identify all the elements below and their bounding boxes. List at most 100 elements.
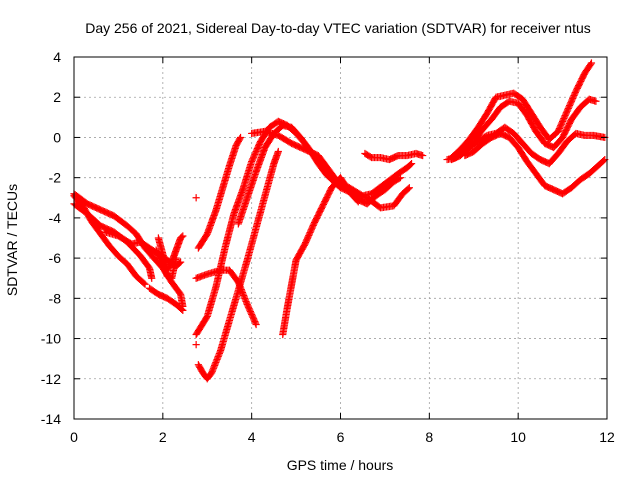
y-tick-label: 0 — [53, 129, 61, 145]
x-tick-label: 0 — [70, 429, 78, 445]
x-tick-label: 6 — [337, 429, 345, 445]
x-axis-tick-labels: 0 2 4 6 8 10 12 — [70, 429, 615, 445]
data-point-marker — [310, 150, 318, 158]
y-tick-label: -4 — [49, 210, 62, 226]
data-point-marker — [579, 72, 588, 80]
series-track-1 — [70, 190, 187, 310]
data-point-marker — [309, 149, 317, 157]
data-point-marker — [319, 202, 327, 210]
data-point-marker — [107, 211, 115, 219]
data-point-marker — [301, 145, 309, 154]
data-point-marker — [592, 97, 600, 105]
data-point-marker — [178, 233, 186, 241]
data-point-marker — [90, 203, 98, 211]
series-track-8 — [192, 194, 200, 202]
data-point-marker — [573, 84, 581, 93]
data-point-marker — [306, 148, 314, 156]
data-point-marker — [274, 147, 282, 156]
x-tick-label: 8 — [425, 429, 433, 445]
data-point-marker — [319, 200, 328, 209]
data-point-marker — [323, 192, 332, 200]
y-tick-label: -12 — [41, 371, 61, 387]
series-track-16 — [279, 174, 362, 339]
data-point-marker — [99, 223, 107, 231]
data-point-marker — [304, 147, 312, 155]
data-point-marker — [85, 200, 93, 209]
data-point-marker — [561, 129, 569, 137]
data-point-marker — [564, 122, 572, 130]
data-point-marker — [202, 314, 211, 322]
data-point-marker — [97, 206, 105, 214]
data-point-marker — [172, 254, 180, 262]
data-point-marker — [145, 263, 153, 271]
y-tick-label: -10 — [41, 331, 61, 347]
data-point-marker — [575, 82, 583, 90]
data-point-marker — [325, 188, 334, 196]
y-tick-label: -2 — [49, 170, 62, 186]
data-point-marker — [577, 76, 585, 84]
data-point-marker — [321, 198, 329, 206]
chart-title: Day 256 of 2021, Sidereal Day-to-day VTE… — [85, 20, 591, 36]
data-point-marker — [252, 320, 260, 329]
y-tick-label: -14 — [41, 411, 61, 427]
series-track-17 — [361, 149, 427, 164]
data-point-marker — [316, 207, 324, 215]
data-point-marker — [559, 132, 567, 140]
data-point-marker — [317, 206, 325, 214]
data-point-marker — [572, 86, 581, 94]
y-tick-label: 4 — [53, 49, 61, 65]
data-point-marker — [312, 216, 320, 224]
y-axis-tick-labels: -14 -12 -10 -8 -6 -4 -2 0 2 4 — [41, 49, 61, 427]
data-point-marker — [308, 148, 316, 157]
data-point-marker — [192, 194, 200, 202]
data-point-marker — [192, 340, 200, 349]
data-point-marker — [300, 145, 308, 153]
data-point-marker — [562, 126, 570, 135]
series-track-14 — [234, 121, 405, 228]
data-point-marker — [89, 202, 97, 210]
data-point-marker — [404, 185, 412, 193]
data-series-layer — [70, 59, 609, 383]
data-point-marker — [565, 119, 574, 128]
data-point-marker — [395, 174, 403, 183]
x-tick-label: 4 — [248, 429, 256, 445]
data-point-marker — [103, 209, 111, 217]
series-track-11 — [194, 147, 282, 383]
data-point-marker — [558, 133, 567, 142]
data-point-marker — [290, 141, 298, 149]
data-point-marker — [83, 200, 91, 208]
x-tick-label: 2 — [159, 429, 167, 445]
series-track-7 — [152, 246, 180, 282]
data-point-marker — [310, 218, 319, 227]
data-point-marker — [97, 222, 105, 230]
y-axis-label: SDTVAR / TECUs — [4, 184, 20, 296]
y-tick-label: -6 — [49, 250, 62, 266]
data-point-marker — [318, 203, 326, 211]
data-point-marker — [93, 204, 101, 212]
data-point-marker — [579, 73, 587, 81]
data-point-marker — [321, 196, 330, 204]
data-point-marker — [406, 160, 415, 169]
data-point-marker — [575, 80, 583, 88]
data-point-marker — [563, 125, 571, 133]
data-point-marker — [292, 141, 300, 149]
data-point-marker — [310, 220, 318, 228]
data-point-marker — [313, 213, 321, 221]
data-point-marker — [314, 211, 322, 220]
data-point-marker — [565, 121, 573, 129]
series-track-12 — [192, 266, 260, 329]
data-point-marker — [405, 184, 413, 192]
series-track-20 — [447, 123, 609, 168]
data-point-marker — [293, 142, 301, 150]
data-point-marker — [407, 159, 416, 168]
data-point-marker — [294, 142, 302, 151]
data-point-marker — [576, 79, 584, 87]
data-point-marker — [315, 210, 323, 218]
data-point-marker — [87, 202, 95, 210]
x-axis-label: GPS time / hours — [287, 457, 394, 473]
data-point-marker — [560, 131, 568, 139]
data-point-marker — [86, 201, 94, 209]
data-point-marker — [353, 197, 361, 205]
data-point-marker — [354, 198, 362, 206]
